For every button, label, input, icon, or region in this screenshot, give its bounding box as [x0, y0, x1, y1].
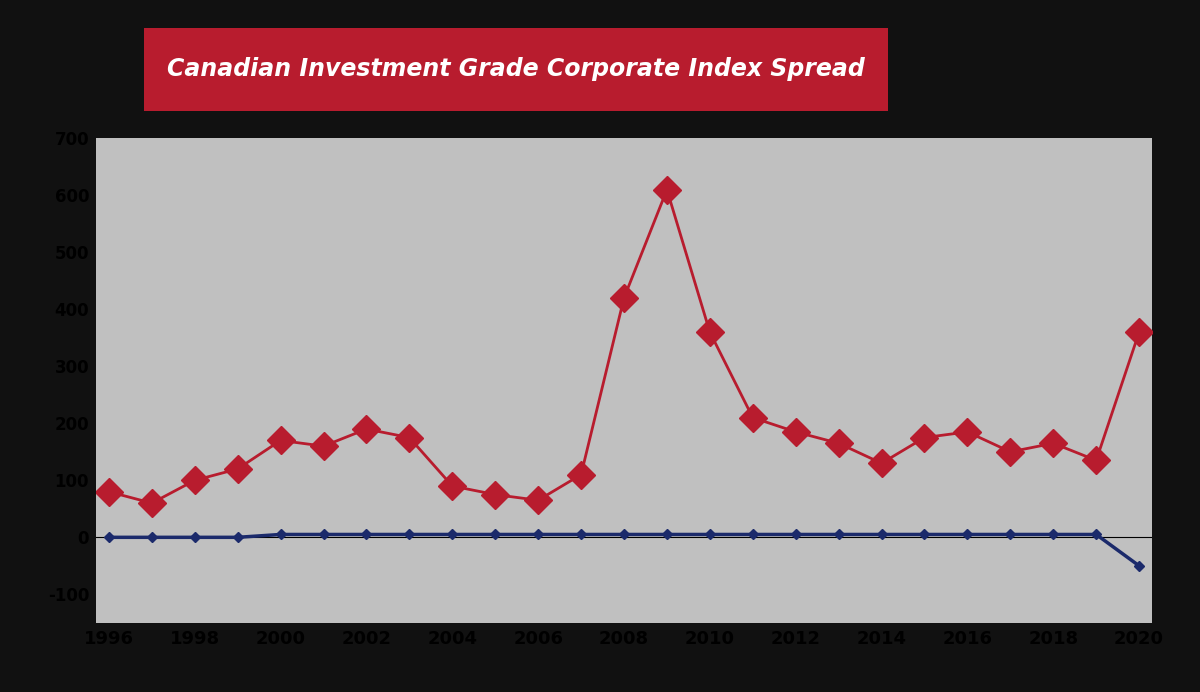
Text: Canadian Investment Grade Corporate Index Spread: Canadian Investment Grade Corporate Inde… [167, 57, 865, 81]
